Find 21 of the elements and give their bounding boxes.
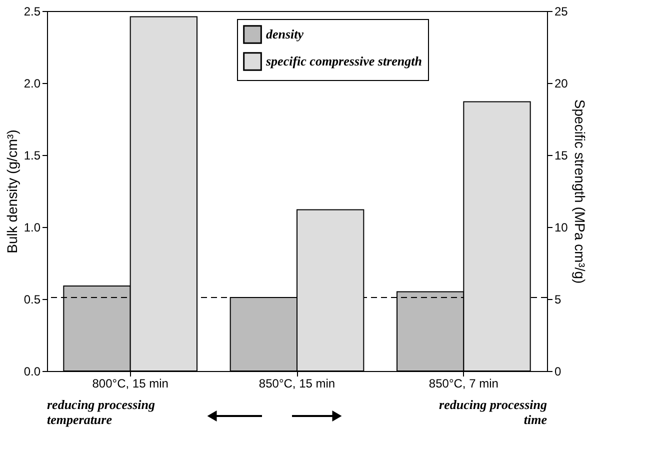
y2-tick-label: 15: [554, 148, 568, 162]
y2-tick-label: 25: [554, 4, 568, 18]
x-tick-label: 850°C, 7 min: [428, 376, 498, 390]
y2-tick-label: 0: [554, 364, 562, 378]
legend-label: density: [266, 26, 304, 42]
y-tick-label: 0.5: [24, 292, 41, 306]
text: reducing processing time: [439, 397, 548, 427]
y-tick-label: 0.0: [24, 364, 41, 378]
text: reducing processing temperature: [47, 397, 156, 427]
y-tick-label: 2.0: [24, 76, 41, 90]
x-tick-label: 800°C, 15 min: [92, 376, 168, 390]
y2-tick-label: 20: [554, 76, 568, 90]
x-tick-label: 850°C, 15 min: [258, 376, 336, 390]
legend-label: specific compressive strength: [265, 54, 422, 68]
y-tick-label: 2.5: [24, 4, 41, 18]
y2-tick-label: 10: [554, 220, 568, 234]
y-tick-label: 1.5: [24, 148, 41, 162]
y-tick-label: 1.0: [24, 220, 41, 234]
y-axis-title: Bulk density (g/cm³): [4, 130, 20, 254]
y2-axis-title: Specific strength (MPa cm³/g): [572, 99, 588, 284]
y2-tick-label: 5: [554, 292, 562, 306]
